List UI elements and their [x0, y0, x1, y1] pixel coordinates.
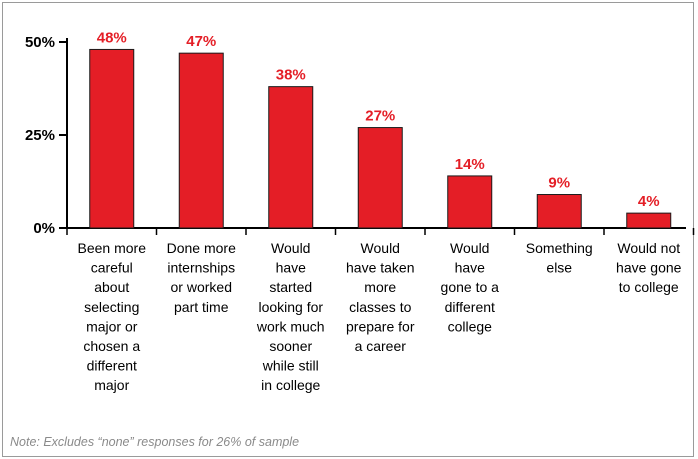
x-tick-label-line: or worked: [171, 279, 232, 295]
x-tick-label-line: more: [364, 279, 396, 295]
x-tick-label-line: Would: [361, 240, 400, 256]
x-tick-label: Would have taken more classes to prepare for…: [346, 240, 415, 354]
x-tick-label-line: have: [276, 260, 307, 276]
data-label: 4%: [638, 193, 660, 210]
x-tick-label-line: classes to: [349, 299, 411, 315]
x-tick-label-line: prepare for: [346, 318, 415, 334]
data-label: 14%: [455, 156, 485, 173]
x-tick-label-line: to college: [619, 279, 679, 295]
x-tick-label-line: in college: [261, 377, 320, 393]
data-label: 48%: [97, 29, 127, 46]
x-tick-label-line: major or: [86, 318, 138, 334]
bar: [268, 86, 314, 229]
x-tick-label-line: have gone: [616, 260, 682, 276]
x-tick-label: Would not have gone to college: [616, 240, 682, 295]
x-tick-label-line: work much: [256, 318, 325, 334]
data-label: 27%: [365, 108, 395, 125]
bar: [626, 212, 672, 229]
x-tick-label-line: about: [94, 279, 129, 295]
x-tick-label-line: have: [455, 260, 486, 276]
x-tick-label-line: college: [448, 318, 493, 334]
x-tick-label-line: part time: [174, 299, 229, 315]
bar: [536, 194, 582, 229]
x-tick-label-line: have taken: [346, 260, 415, 276]
y-tick-label: 50%: [25, 34, 55, 51]
y-tick-label: 0%: [33, 220, 55, 237]
x-tick-label-line: else: [546, 260, 572, 276]
x-tick-label-line: Something: [526, 240, 593, 256]
x-tick-label: Been more careful about selecting major or ch…: [78, 240, 147, 393]
x-tick-label-line: Would: [271, 240, 310, 256]
x-tick-label: Would have gone to a different college: [441, 240, 500, 334]
x-tick-label-line: major: [94, 377, 129, 393]
y-tick-label: 25%: [25, 127, 55, 144]
bar: [178, 52, 224, 229]
x-tick-label-line: Done more: [167, 240, 236, 256]
data-label: 9%: [548, 175, 570, 192]
x-tick-label-line: gone to a: [441, 279, 500, 295]
x-tick-label-line: selecting: [84, 299, 139, 315]
x-tick-label-line: Would: [450, 240, 489, 256]
x-tick-label-line: a career: [355, 338, 407, 354]
data-label: 38%: [276, 67, 306, 84]
x-tick-label-line: started: [269, 279, 312, 295]
x-tick-label-line: looking for: [258, 299, 323, 315]
x-tick-label-line: internships: [167, 260, 235, 276]
bar: [447, 175, 493, 229]
x-tick-label-line: chosen a: [83, 338, 140, 354]
x-tick-label-line: different: [87, 358, 137, 374]
x-tick-label-line: while still: [262, 358, 319, 374]
x-tick-label-line: Would not: [617, 240, 680, 256]
x-tick-label: Done more internships or worked part time: [167, 240, 236, 315]
x-tick-label-line: different: [445, 299, 495, 315]
data-label: 47%: [186, 33, 216, 50]
x-tick-label-line: sooner: [269, 338, 312, 354]
bar: [357, 127, 403, 229]
x-tick-label: Something else: [526, 240, 593, 276]
x-tick-label: Would have started looking for work much soon…: [256, 240, 325, 393]
x-tick-label-line: careful: [91, 260, 133, 276]
bar: [89, 48, 135, 229]
chart-note: Note: Excludes “none” responses for 26% …: [10, 435, 300, 449]
x-tick-label-line: Been more: [78, 240, 147, 256]
